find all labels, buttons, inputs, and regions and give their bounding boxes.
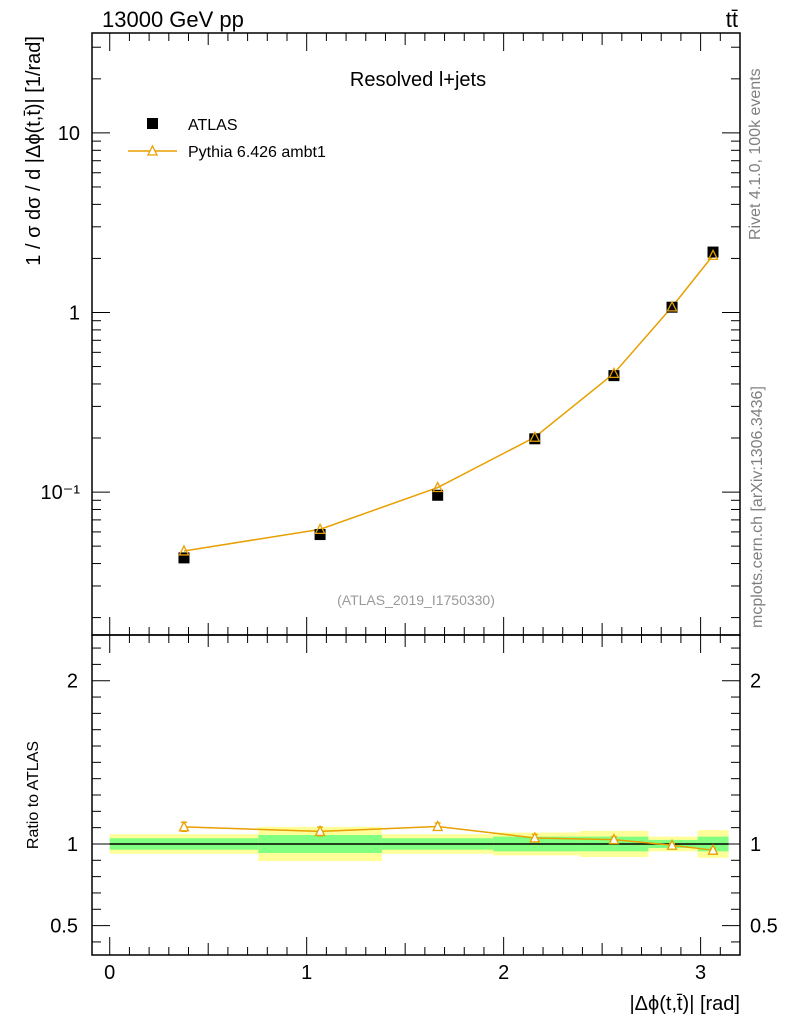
analysis-watermark: (ATLAS_2019_I1750330)	[337, 592, 495, 608]
main-title: Resolved l+jets	[350, 69, 486, 91]
ratio-panel: 2 2 1 1 0.5 0.5 0 1 2 3 Ratio to ATLAS |Δϕ(t,t̄)…	[25, 634, 778, 1015]
main-panel: 10 1 10⁻¹ Resolved l+jets (ATLAS_2019_I175…	[23, 32, 741, 636]
pythia-point	[314, 522, 326, 535]
pythia-marker-series	[178, 248, 719, 556]
legend-atlas-label: ATLAS	[188, 117, 238, 134]
ratio-xtick-label: 3	[695, 962, 706, 984]
ratio-pythia-series	[178, 820, 719, 855]
atlas-point	[666, 301, 678, 313]
pythia-point	[529, 430, 541, 442]
pythia-line	[183, 254, 714, 552]
rivet-version-label: Rivet 4.1.0, 100k events	[747, 68, 764, 240]
pythia-point	[666, 300, 678, 312]
ratio-xtick-label: 2	[498, 962, 509, 984]
legend-atlas-marker	[147, 118, 158, 129]
atlas-point	[432, 489, 444, 501]
main-ytick-label: 10⁻¹	[41, 482, 81, 504]
ratio-ytick-labels: 2 2 1 1 0.5 0.5	[50, 671, 778, 938]
main-ytick-labels: 10 1 10⁻¹	[41, 123, 81, 504]
ratio-axis-ticks	[92, 635, 741, 955]
ratio-xtick-label: 0	[104, 962, 115, 984]
ratio-ytick-label-right: 2	[750, 671, 761, 693]
atlas-point	[314, 529, 326, 541]
ratio-ylabel: Ratio to ATLAS	[25, 741, 42, 849]
ratio-ytick-label-right: 1	[750, 834, 761, 856]
ratio-pythia-point	[529, 831, 541, 843]
header-right-label: tt̄	[726, 7, 738, 32]
ratio-frame	[91, 634, 741, 956]
legend-pythia-marker	[146, 144, 159, 156]
ratio-xtick-labels: 0 1 2 3	[104, 962, 706, 984]
ratio-xlabel: |Δϕ(t,t̄)| [rad]	[629, 993, 740, 1015]
pythia-point	[178, 544, 190, 556]
ratio-pythia-point	[666, 838, 678, 850]
atlas-data-series	[178, 246, 719, 564]
ratio-pythia-point	[707, 843, 719, 855]
ratio-ytick-label-left: 1	[67, 834, 78, 856]
mcplots-label: mcplots.cern.ch [arXiv:1306.3436]	[749, 386, 766, 628]
legend: ATLAS Pythia 6.426 ambt1	[128, 117, 326, 161]
ratio-xtick-label: 1	[301, 962, 312, 984]
atlas-point	[608, 370, 620, 382]
atlas-point	[178, 552, 190, 564]
pythia-line-series	[183, 254, 714, 552]
ratio-ytick-label-right: 0.5	[750, 916, 778, 938]
ratio-ytick-label-left: 0.5	[50, 916, 78, 938]
ratio-ytick-label-left: 2	[67, 671, 78, 693]
atlas-point	[707, 246, 719, 258]
pythia-point	[432, 481, 444, 493]
main-ytick-label: 1	[69, 302, 80, 324]
atlas-point	[529, 433, 541, 445]
header-left-label: 13000 GeV pp	[102, 7, 244, 32]
ratio-pythia-point	[608, 833, 620, 845]
main-ylabel: 1 / σ dσ / d |Δϕ(t,t̄)| [1/rad]	[23, 36, 45, 266]
main-ytick-label: 10	[58, 123, 80, 145]
pythia-point	[608, 366, 620, 379]
ratio-pythia-point	[432, 820, 444, 832]
legend-pythia-label: Pythia 6.426 ambt1	[188, 144, 326, 161]
pythia-point	[707, 248, 719, 261]
ratio-pythia-point	[178, 820, 190, 832]
ratio-pythia-point	[314, 824, 326, 837]
